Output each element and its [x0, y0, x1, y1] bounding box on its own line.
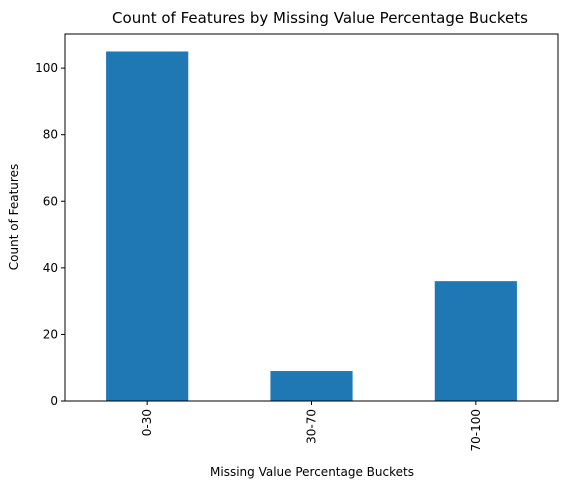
x-axis-label: Missing Value Percentage Buckets	[210, 465, 414, 479]
y-tick-label: 80	[43, 128, 58, 142]
bar-30-70	[270, 371, 353, 401]
y-tick-label: 100	[35, 61, 58, 75]
bar-70-100	[434, 281, 517, 401]
chart-title: Count of Features by Missing Value Perce…	[112, 9, 528, 27]
bar-0-30	[106, 51, 189, 401]
x-tick-label-30-70: 30-70	[305, 409, 319, 444]
bars-group	[106, 51, 517, 401]
y-axis-ticks: 0 20 40 60 80 100	[35, 61, 65, 408]
y-tick-label: 0	[50, 394, 58, 408]
x-tick-label-0-30: 0-30	[140, 409, 154, 436]
plot-frame	[64, 33, 559, 402]
y-tick-label: 40	[43, 261, 58, 275]
x-tick-label-70-100: 70-100	[469, 409, 483, 452]
x-axis-ticks: 0-30 30-70 70-100	[140, 401, 483, 452]
y-tick-label: 60	[43, 194, 58, 208]
y-tick-label: 20	[43, 327, 58, 341]
y-axis-label: Count of Features	[7, 164, 21, 270]
